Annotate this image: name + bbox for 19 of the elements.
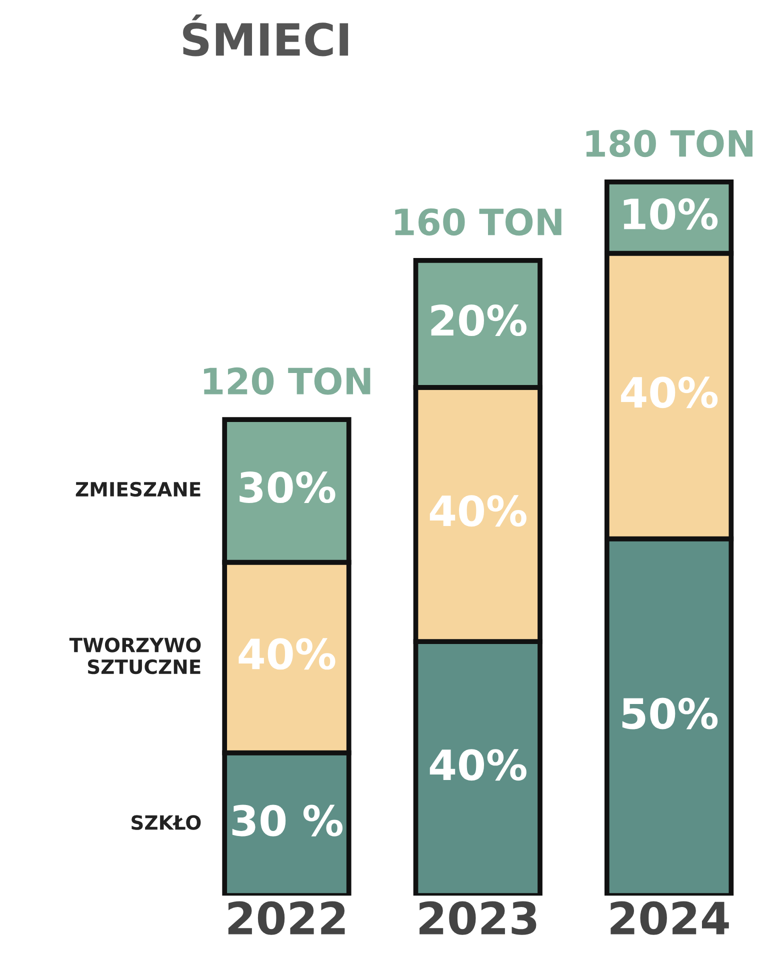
annotation: 160 TON <box>395 208 562 236</box>
x-tick-label: 2022 <box>228 901 345 935</box>
annotation: 50% <box>622 698 718 730</box>
annotation: 30% <box>240 472 336 504</box>
x-tick-label: 2024 <box>610 901 729 935</box>
x-tick-label: 2023 <box>420 901 536 935</box>
chart-title: ŚMIECI <box>183 14 348 56</box>
series-label: SZKŁO <box>132 815 201 830</box>
series-label: ZMIESZANE <box>76 482 200 497</box>
annotation: 20% <box>431 304 526 336</box>
annotation: 120 TON <box>204 367 370 395</box>
annotation: 30 % <box>232 804 343 836</box>
annotation: 40% <box>238 638 336 670</box>
annotation: 40% <box>430 495 526 527</box>
annotation: 40% <box>621 376 718 408</box>
series-label: TWORZYWO SZTUCZNE <box>69 638 201 674</box>
annotation: 40% <box>430 749 526 781</box>
text: 180 TON <box>586 130 752 158</box>
annotation: 10% <box>624 198 718 230</box>
